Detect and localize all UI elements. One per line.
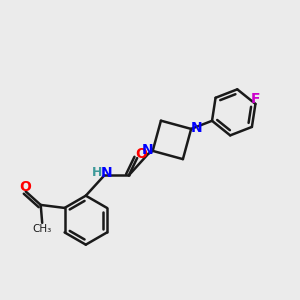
Text: N: N bbox=[100, 166, 112, 180]
Text: F: F bbox=[251, 92, 260, 106]
Text: N: N bbox=[142, 143, 153, 157]
Text: N: N bbox=[191, 121, 202, 135]
Text: O: O bbox=[19, 180, 31, 194]
Text: O: O bbox=[135, 148, 147, 161]
Text: H: H bbox=[92, 167, 103, 179]
Text: CH₃: CH₃ bbox=[33, 224, 52, 234]
